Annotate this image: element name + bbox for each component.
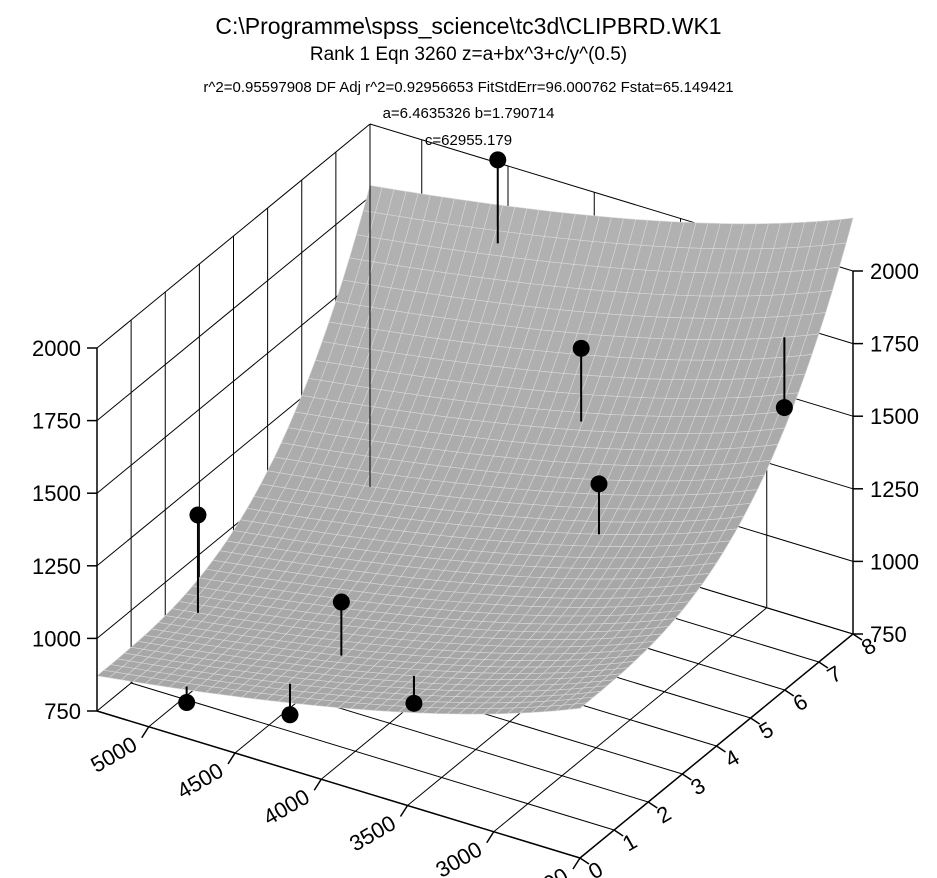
y-tick-label: 3000	[431, 836, 486, 878]
x-tick-label: 2	[652, 801, 675, 829]
x-tick-mark	[579, 857, 590, 865]
fit-statistics: r^2=0.95597908 DF Adj r^2=0.92956653 Fit…	[203, 79, 734, 96]
y-tick-mark	[572, 857, 581, 870]
x-tick-mark	[613, 829, 624, 837]
chart-subtitle-equation: Rank 1 Eqn 3260 z=a+bx^3+c/y^(0.5)	[309, 44, 628, 65]
y-tick-label: 2500	[518, 863, 573, 878]
z-tick-label-right: 750	[870, 622, 907, 647]
grid-line	[130, 682, 615, 831]
z-tick-label-left: 750	[44, 699, 81, 724]
chart-title: C:\Programme\spss_science\tc3d\CLIPBRD.W…	[215, 13, 722, 39]
y-tick-label: 3500	[345, 810, 400, 856]
x-tick-mark	[818, 661, 829, 669]
y-tick-mark	[486, 831, 495, 844]
z-tick-label-right: 1500	[870, 404, 919, 429]
x-tick-mark	[852, 633, 863, 641]
x-tick-label: 5	[755, 717, 778, 745]
coefficients-ab: a=6.4635326 b=1.790714	[382, 105, 555, 122]
z-tick-label-right: 1000	[870, 549, 919, 574]
data-point	[281, 706, 299, 724]
z-tick-label-left: 1750	[32, 409, 81, 434]
grid-line	[96, 123, 371, 349]
z-tick-label-left: 1000	[32, 626, 81, 651]
data-point	[775, 399, 793, 417]
y-tick-mark	[399, 805, 409, 817]
grid-line	[96, 196, 371, 421]
x-tick-mark	[681, 773, 692, 781]
data-point	[572, 339, 590, 357]
x-tick-label: 6	[789, 689, 812, 717]
x-tick-mark	[750, 717, 761, 725]
z-tick-label-right: 1750	[870, 332, 919, 357]
x-tick-mark	[784, 689, 795, 697]
fitted-surface	[96, 185, 854, 715]
x-tick-label: 3	[686, 773, 709, 801]
grid-line	[493, 607, 768, 833]
y-tick-label: 4000	[259, 784, 314, 830]
y-axis-line	[96, 710, 581, 859]
coefficient-c: c=62955.179	[424, 132, 513, 149]
x-tick-label: 1	[618, 829, 641, 857]
data-point	[189, 506, 207, 524]
x-tick-mark	[716, 745, 726, 753]
grid-line	[96, 268, 371, 494]
y-tick-label: 4500	[173, 758, 228, 804]
y-tick-mark	[141, 726, 150, 739]
z-tick-label-left: 2000	[32, 336, 81, 361]
data-point	[405, 694, 423, 712]
y-tick-mark	[227, 752, 236, 765]
z-tick-label-right: 1250	[870, 477, 919, 502]
x-tick-label: 4	[721, 745, 744, 773]
data-point	[590, 475, 608, 493]
data-point	[332, 593, 350, 611]
axes	[87, 124, 863, 870]
data-point	[178, 694, 196, 712]
x-tick-label: 7	[823, 661, 846, 689]
z-tick-label-left: 1250	[32, 554, 81, 579]
x-tick-mark	[647, 801, 658, 809]
surface-patch	[566, 702, 588, 711]
y-tick-label: 5000	[86, 731, 141, 777]
data-point	[489, 151, 507, 169]
y-tick-mark	[313, 778, 322, 791]
x-tick-label: 0	[584, 857, 607, 878]
z-tick-label-right: 2000	[870, 259, 919, 284]
z-tick-label-left: 1500	[32, 481, 81, 506]
data-points	[178, 151, 793, 724]
